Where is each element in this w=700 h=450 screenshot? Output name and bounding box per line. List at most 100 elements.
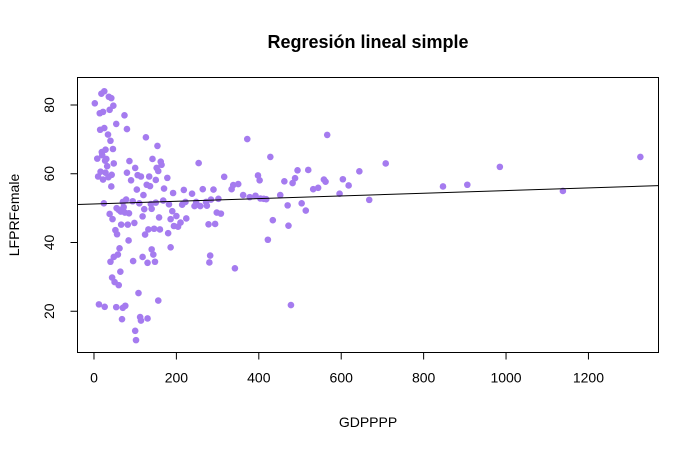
data-point (144, 259, 151, 267)
data-point (117, 268, 124, 276)
data-point (229, 181, 237, 189)
data-point (264, 236, 272, 244)
data-point (211, 220, 219, 228)
data-point (365, 196, 373, 204)
data-point (131, 219, 138, 227)
data-point (252, 192, 259, 200)
data-point (148, 246, 155, 253)
data-point (276, 191, 284, 199)
x-tick-label: 200 (165, 370, 189, 386)
data-point (140, 205, 148, 213)
data-point (256, 176, 263, 184)
data-point (151, 258, 159, 266)
x-tick-label: 1200 (573, 370, 604, 386)
data-point (117, 221, 125, 228)
data-point (152, 199, 160, 206)
data-point (136, 200, 143, 207)
data-point (206, 252, 214, 259)
x-tick-label: 800 (412, 370, 436, 386)
data-point (121, 302, 129, 310)
data-point (150, 251, 157, 258)
data-point (281, 178, 288, 185)
data-point (122, 196, 130, 203)
data-point (302, 207, 310, 214)
data-point (215, 195, 222, 203)
regression-line-group (77, 185, 659, 206)
data-point (150, 225, 158, 233)
data-point (110, 160, 118, 167)
data-point (167, 244, 174, 251)
data-point (103, 155, 110, 163)
data-point (205, 220, 212, 228)
data-point (285, 222, 292, 229)
data-point (439, 183, 447, 190)
data-point (336, 190, 343, 197)
data-point (137, 173, 145, 180)
regression-line (77, 185, 659, 206)
data-point (115, 281, 123, 289)
data-point (145, 226, 152, 233)
data-point (109, 215, 116, 223)
data-point (196, 202, 204, 210)
data-points (91, 87, 644, 344)
data-point (206, 259, 213, 266)
data-point (152, 176, 160, 184)
x-tick-label: 0 (90, 370, 98, 386)
data-point (339, 175, 347, 183)
data-point (95, 301, 103, 308)
axes: 0 200 400 600 800 1000 1200 20 40 60 80 (41, 97, 604, 385)
data-point (284, 202, 291, 209)
data-point (322, 178, 329, 185)
y-axis-label: LFPRFemale (6, 174, 22, 257)
data-point (116, 245, 123, 252)
data-point (323, 131, 331, 139)
data-point (112, 303, 120, 311)
plot-frame (77, 77, 659, 353)
data-point (234, 180, 242, 188)
data-point (314, 184, 322, 192)
data-point (182, 215, 190, 222)
data-point (113, 230, 121, 238)
data-point (107, 94, 115, 102)
data-point (304, 166, 312, 174)
data-point (131, 327, 139, 335)
data-point (127, 176, 135, 184)
data-point (173, 212, 180, 220)
data-point (177, 219, 184, 226)
data-point (155, 214, 163, 221)
data-point (496, 163, 504, 171)
data-point (267, 153, 274, 161)
y-tick-label: 40 (41, 235, 57, 251)
data-point (382, 160, 390, 167)
x-tick-label: 600 (330, 370, 354, 386)
data-point (100, 87, 108, 95)
data-point (188, 190, 196, 197)
data-point (269, 216, 277, 224)
data-point (165, 201, 173, 208)
data-point (112, 120, 120, 128)
data-point (109, 145, 117, 153)
data-point (99, 176, 107, 183)
data-point (140, 191, 147, 199)
x-tick-label: 400 (247, 370, 271, 386)
data-point (129, 257, 137, 265)
data-point (114, 251, 122, 258)
y-tick-label: 60 (41, 166, 57, 182)
data-point (158, 161, 165, 169)
data-point (133, 186, 141, 193)
data-point (126, 157, 133, 165)
data-point (137, 317, 145, 324)
data-point (195, 159, 202, 167)
data-point (131, 164, 139, 172)
data-point (107, 137, 114, 145)
data-point (91, 99, 99, 107)
data-point (164, 229, 172, 237)
data-point (93, 155, 101, 162)
data-point (125, 237, 132, 244)
data-point (154, 142, 161, 150)
data-point (180, 186, 188, 194)
data-point (121, 112, 128, 119)
data-point (217, 210, 225, 217)
data-point (144, 315, 151, 322)
data-point (168, 207, 176, 215)
